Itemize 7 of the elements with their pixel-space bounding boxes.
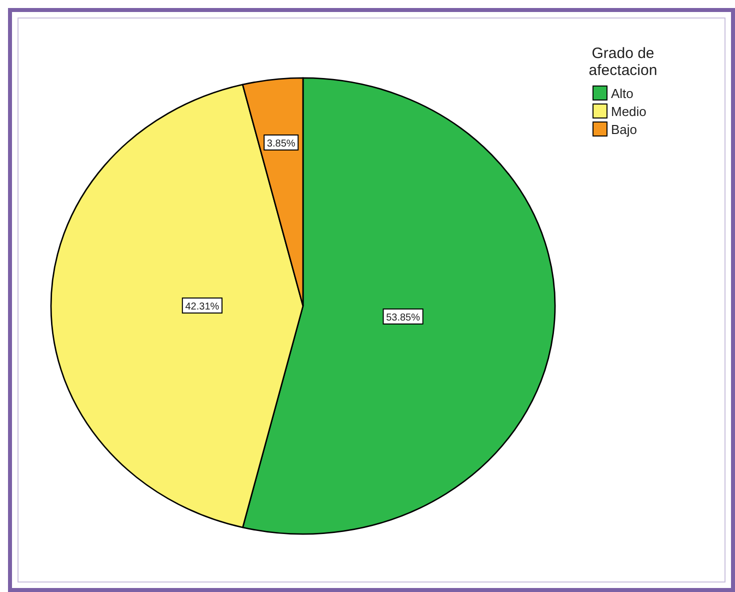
legend-label: Alto	[611, 86, 634, 101]
legend-label: Medio	[611, 104, 646, 119]
data-label: 42.31%	[185, 302, 220, 313]
legend-label: Bajo	[611, 122, 638, 137]
legend-title: Grado de afectacion	[588, 45, 658, 79]
data-label: 3.85%	[266, 138, 296, 150]
data-label: 53.85%	[386, 312, 420, 324]
